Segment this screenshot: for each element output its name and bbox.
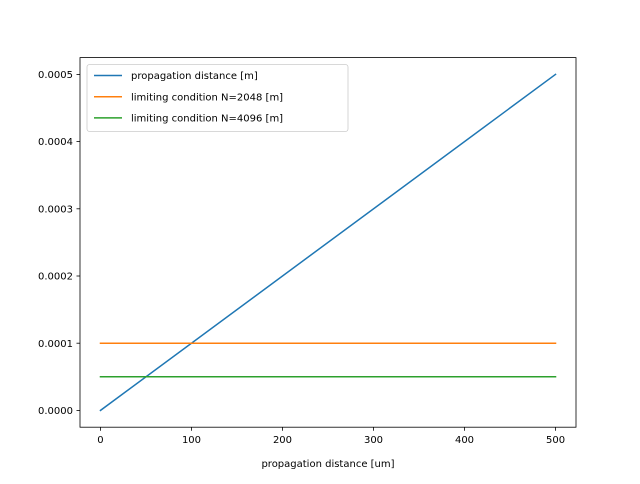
legend: propagation distance [m] limiting conditi… [86,64,349,132]
series-line-1 [99,73,557,412]
y-tick-label: 0.0004 [38,137,73,148]
plot-frame [79,57,577,428]
legend-box [86,64,349,132]
y-axis: 0.0000 0.0001 0.0002 0.0003 0.0004 0.0005 [38,70,80,417]
y-tick-label: 0.0005 [38,70,73,81]
y-tick-label: 0.0000 [38,406,73,417]
series-layer [99,73,557,412]
x-tick-label: 300 [364,435,383,446]
x-axis-label: propagation distance [um] [261,459,394,470]
legend-label-3: limiting condition N=4096 [m] [131,114,283,125]
legend-label-2: limiting condition N=2048 [m] [131,92,283,103]
x-tick-label: 200 [273,435,292,446]
x-tick-label: 400 [455,435,474,446]
x-tick-label: 100 [182,435,201,446]
x-tick-label: 500 [546,435,565,446]
y-tick-label: 0.0001 [38,339,73,350]
x-tick-label: 0 [97,435,103,446]
x-axis: 0 100 200 300 400 500 [97,427,565,446]
y-tick-label: 0.0003 [38,204,73,215]
legend-label-1: propagation distance [m] [131,71,258,82]
y-tick-label: 0.0002 [38,272,73,283]
